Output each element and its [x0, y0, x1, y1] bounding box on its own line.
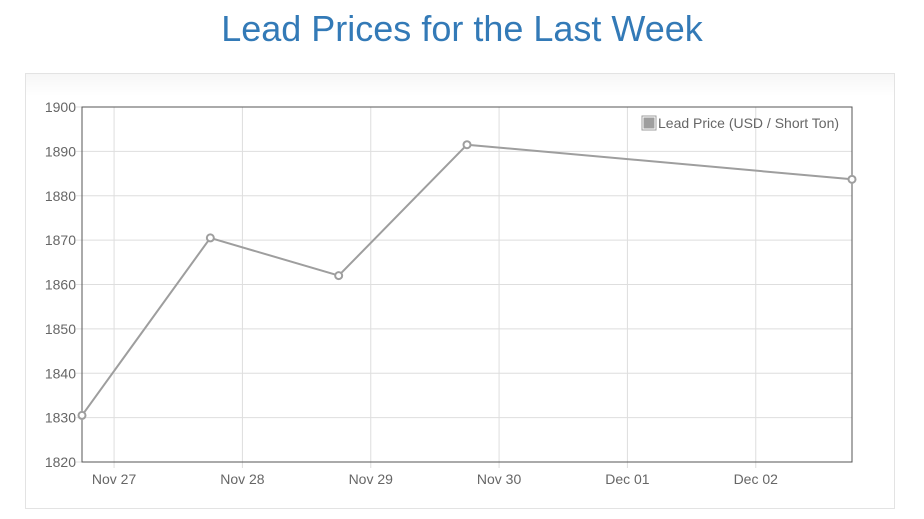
- x-tick-label: Dec 02: [734, 471, 779, 487]
- y-tick-label: 1870: [45, 232, 76, 248]
- y-axis-ticks: 1820 1830 1840 1850 1860 1870 1880 1890 1900: [45, 99, 76, 470]
- x-tick-label: Nov 27: [92, 471, 137, 487]
- data-point[interactable]: [462, 140, 472, 150]
- data-point[interactable]: [205, 233, 215, 243]
- y-tick-label: 1850: [45, 321, 76, 337]
- y-tick-label: 1900: [45, 99, 76, 115]
- legend-swatch[interactable]: [642, 116, 656, 130]
- chart-panel: [25, 73, 895, 509]
- x-tick-label: Nov 29: [349, 471, 394, 487]
- y-tick-label: 1820: [45, 454, 76, 470]
- y-tick-label: 1890: [45, 143, 76, 159]
- data-point[interactable]: [77, 410, 87, 420]
- x-tick-label: Dec 01: [605, 471, 650, 487]
- x-axis-ticks: Nov 27 Nov 28 Nov 29 Nov 30 Dec 01 Dec 02: [92, 471, 778, 487]
- series-line: [81, 143, 853, 416]
- grid: [76, 106, 852, 468]
- legend-label[interactable]: Lead Price (USD / Short Ton): [658, 115, 839, 131]
- x-tick-label: Nov 30: [477, 471, 522, 487]
- y-tick-label: 1840: [45, 365, 76, 381]
- legend-swatch-border: [641, 115, 657, 131]
- axes: [81, 106, 853, 463]
- y-tick-label: 1880: [45, 188, 76, 204]
- y-tick-label: 1830: [45, 410, 76, 426]
- x-tick-label: Nov 28: [220, 471, 265, 487]
- y-tick-label: 1860: [45, 277, 76, 293]
- page-title: Lead Prices for the Last Week: [221, 8, 703, 49]
- plot-frame: [81, 106, 853, 463]
- data-point[interactable]: [334, 271, 344, 281]
- legend[interactable]: Lead Price (USD / Short Ton): [641, 115, 839, 131]
- series: [77, 140, 857, 420]
- data-point[interactable]: [847, 174, 857, 184]
